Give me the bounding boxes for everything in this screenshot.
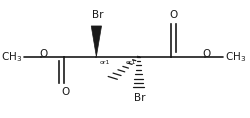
Text: O: O <box>61 87 70 97</box>
Text: or1: or1 <box>125 60 136 65</box>
Text: O: O <box>169 10 177 20</box>
Text: O: O <box>202 49 210 59</box>
Text: CH$_3$: CH$_3$ <box>225 50 246 63</box>
Text: or1: or1 <box>99 60 110 65</box>
Polygon shape <box>91 26 102 57</box>
Text: Br: Br <box>92 10 103 20</box>
Text: CH$_3$: CH$_3$ <box>2 50 23 63</box>
Text: Br: Br <box>134 93 145 103</box>
Text: O: O <box>40 49 48 59</box>
